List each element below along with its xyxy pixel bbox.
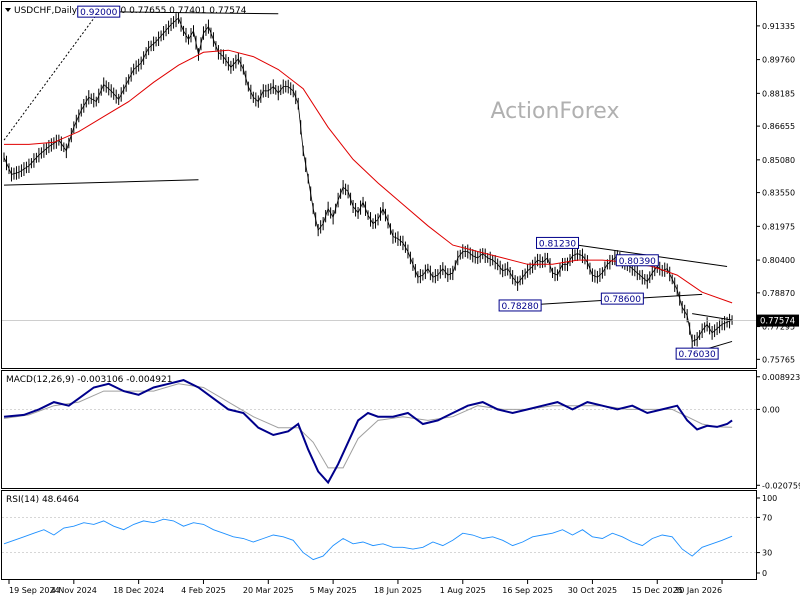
macd-line xyxy=(3,379,733,485)
rsi-panel-frame xyxy=(1,490,757,580)
macd-y-tick-label: -0.020759 xyxy=(762,481,800,490)
price-panel-frame xyxy=(1,1,757,369)
x-tick-label: 1 Aug 2025 xyxy=(440,586,486,595)
symbol-label: USDCHF,Daily xyxy=(14,6,78,16)
trendline xyxy=(3,11,100,141)
x-tick-label: 18 Dec 2024 xyxy=(113,586,164,595)
current-price-box xyxy=(757,314,799,327)
macd-title: MACD(12,26,9) -0.003106 -0.004921 xyxy=(6,375,172,385)
x-tick-label: 30 Jan 2026 xyxy=(674,586,722,595)
rsi-y-tick-label: 70 xyxy=(762,513,772,522)
x-tick-label: 15 Dec 2025 xyxy=(632,586,683,595)
price-y-tick-label: 0.83550 xyxy=(762,189,795,198)
rsi-layer xyxy=(2,517,756,561)
price-level-annotation: 0.80390 xyxy=(615,254,659,267)
price-y-tick-label: 0.88185 xyxy=(762,89,795,98)
axes-layer: 0.91335 0.89760 0.88185 0.86655 0.85080 0.835… xyxy=(8,22,800,595)
annotation-label: 0.76030 xyxy=(679,350,716,360)
price-y-tick-label: 0.91335 xyxy=(762,22,795,31)
annotation-box xyxy=(498,299,542,312)
price-y-tick-label: 0.80400 xyxy=(762,256,795,265)
macd-layer xyxy=(2,379,756,485)
annotation-label: 0.80390 xyxy=(619,257,656,267)
price-y-tick-label: 0.86655 xyxy=(762,122,795,131)
annotation-box xyxy=(675,347,719,360)
x-tick-label: 5 May 2025 xyxy=(310,586,357,595)
x-tick-label: 30 Oct 2025 xyxy=(568,586,617,595)
rsi-y-tick-label: 30 xyxy=(762,549,772,558)
x-tick-label: 20 Mar 2025 xyxy=(243,586,294,595)
x-tick-label: 18 Jun 2025 xyxy=(374,586,422,595)
price-level-annotation: 0.78600 xyxy=(600,292,644,305)
price-y-tick-label: 0.89760 xyxy=(762,56,795,65)
annotation-label: 0.78600 xyxy=(604,295,641,305)
ohlc-values: 0.77420 0.77655 0.77401 0.77574 xyxy=(89,6,247,16)
trendline xyxy=(98,11,279,15)
price-level-annotation: 0.78280 xyxy=(498,299,542,312)
price-layer: 0.92000 0.81230 0.80390 0.78600 0.78280 0.760… xyxy=(2,5,756,360)
moving-average-line xyxy=(4,49,733,304)
x-tick-label: 19 Sep 2024 xyxy=(9,586,60,595)
macd-panel-frame xyxy=(1,370,757,489)
macd-y-tick-label: 0.008923 xyxy=(762,373,800,382)
watermark: ActionForex xyxy=(491,99,620,124)
annotation-box xyxy=(600,292,644,305)
trendline xyxy=(692,313,733,321)
price-level-annotation: 0.81230 xyxy=(536,236,580,249)
annotation-box xyxy=(615,254,659,267)
macd-y-tick-label: 0.00 xyxy=(762,405,780,414)
rsi-y-tick-label: 100 xyxy=(762,494,777,503)
current-price-label: 0.77574 xyxy=(760,317,795,327)
price-y-tick-label: 0.75765 xyxy=(762,355,795,364)
annotation-box xyxy=(77,5,121,18)
price-y-tick-label: 0.81975 xyxy=(762,222,795,231)
rsi-line xyxy=(3,518,733,561)
price-y-tick-label: 0.78870 xyxy=(762,289,795,298)
x-tick-label: 16 Sep 2025 xyxy=(502,586,553,595)
price-level-annotation: 0.76030 xyxy=(675,347,719,360)
rsi-title: RSI(14) 48.6464 xyxy=(6,495,79,505)
annotation-label: 0.81230 xyxy=(539,239,576,249)
annotation-box xyxy=(536,236,580,249)
x-tick-label: 4 Feb 2025 xyxy=(181,586,226,595)
price-y-tick-label: 0.77295 xyxy=(762,323,795,332)
annotation-label: 0.78280 xyxy=(502,302,539,312)
rsi-y-tick-label: 0 xyxy=(762,569,767,578)
collapse-triangle-icon[interactable] xyxy=(5,8,11,12)
trendline xyxy=(3,179,199,186)
price-y-tick-label: 0.85080 xyxy=(762,156,795,165)
x-tick-label: 4 Nov 2024 xyxy=(51,586,97,595)
price-level-annotation: 0.92000 xyxy=(77,5,121,18)
annotation-label: 0.92000 xyxy=(80,8,117,18)
